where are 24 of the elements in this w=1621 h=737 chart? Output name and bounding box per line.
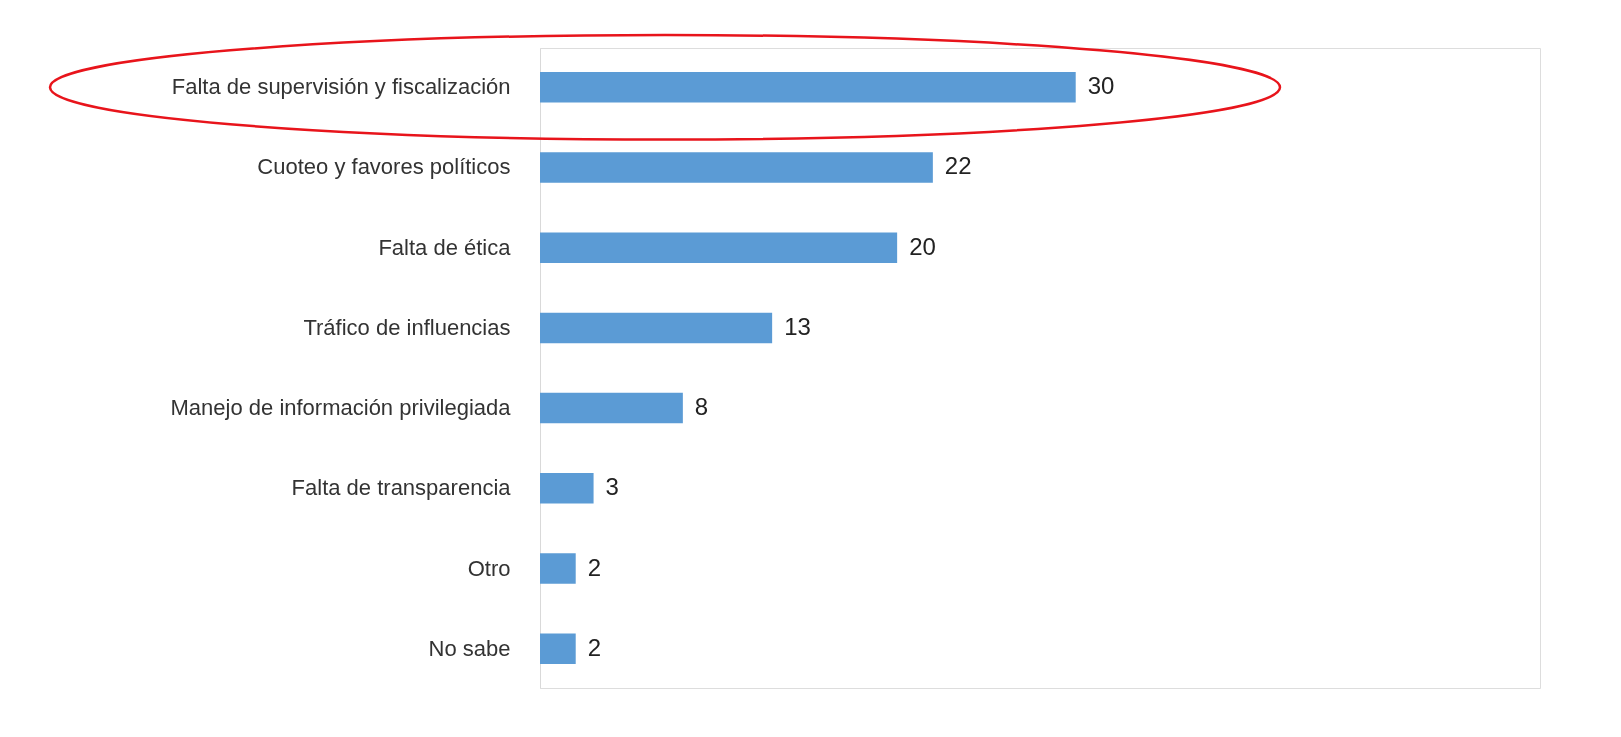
data-label: 3 [605, 473, 619, 501]
data-label: 20 [909, 232, 936, 260]
data-label: 13 [784, 312, 811, 340]
y-tick-label: Otro [467, 555, 511, 581]
bar [540, 232, 898, 263]
data-label: 2 [587, 553, 602, 581]
y-tick-label: Falta de ética [378, 234, 512, 260]
bar [540, 392, 683, 424]
y-tick-label: Tráfico de influencias [303, 314, 511, 340]
y-tick-label: Falta de supervisión y fiscalización [171, 74, 511, 100]
bar [540, 633, 576, 664]
bar [540, 553, 576, 584]
y-tick-label: Cuoteo y favores políticos [257, 154, 511, 180]
y-tick-label: Manejo de información privilegiada [170, 395, 512, 421]
data-label: 22 [944, 152, 972, 180]
bar [540, 312, 773, 344]
bar [540, 72, 1076, 103]
bar [540, 152, 933, 183]
data-label: 8 [694, 393, 709, 421]
y-tick-label: No sabe [428, 635, 511, 661]
data-label: 30 [1087, 72, 1115, 100]
bar [540, 473, 594, 504]
y-tick-label: Falta de transparencia [291, 475, 512, 501]
data-label: 2 [587, 633, 602, 661]
